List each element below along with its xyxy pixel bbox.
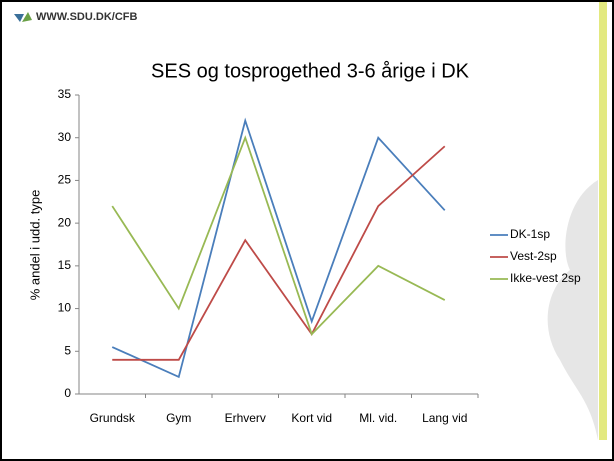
- y-tick-label: 25: [58, 173, 72, 187]
- legend-label: DK-1sp: [510, 227, 550, 241]
- legend-label: Vest-2sp: [510, 249, 557, 263]
- x-tick-label: Grundsk: [90, 411, 136, 425]
- x-tick-label: Erhverv: [225, 411, 266, 425]
- side-strip: [599, 2, 607, 440]
- y-tick-label: 15: [58, 258, 72, 272]
- slide: WWW.SDU.DK/CFB SES og tosprogethed 3-6 å…: [0, 0, 614, 461]
- x-tick-label: Lang vid: [422, 411, 467, 425]
- x-tick-label: Kort vid: [291, 411, 332, 425]
- y-tick-label: 0: [64, 386, 71, 400]
- y-tick-label: 20: [58, 215, 72, 229]
- x-tick-label: Ml. vid.: [359, 411, 397, 425]
- x-tick-label: Gym: [166, 411, 191, 425]
- header-url: WWW.SDU.DK/CFB: [36, 11, 137, 23]
- y-tick-label: 30: [58, 130, 72, 144]
- chart-title: SES og tosprogethed 3-6 årige i DK: [151, 60, 470, 82]
- y-tick-label: 10: [58, 301, 72, 315]
- y-tick-label: 35: [58, 87, 72, 101]
- y-tick-label: 5: [64, 343, 71, 357]
- legend-label: Ikke-vest 2sp: [510, 271, 581, 285]
- y-axis-label: % andel i udd. type: [27, 190, 42, 301]
